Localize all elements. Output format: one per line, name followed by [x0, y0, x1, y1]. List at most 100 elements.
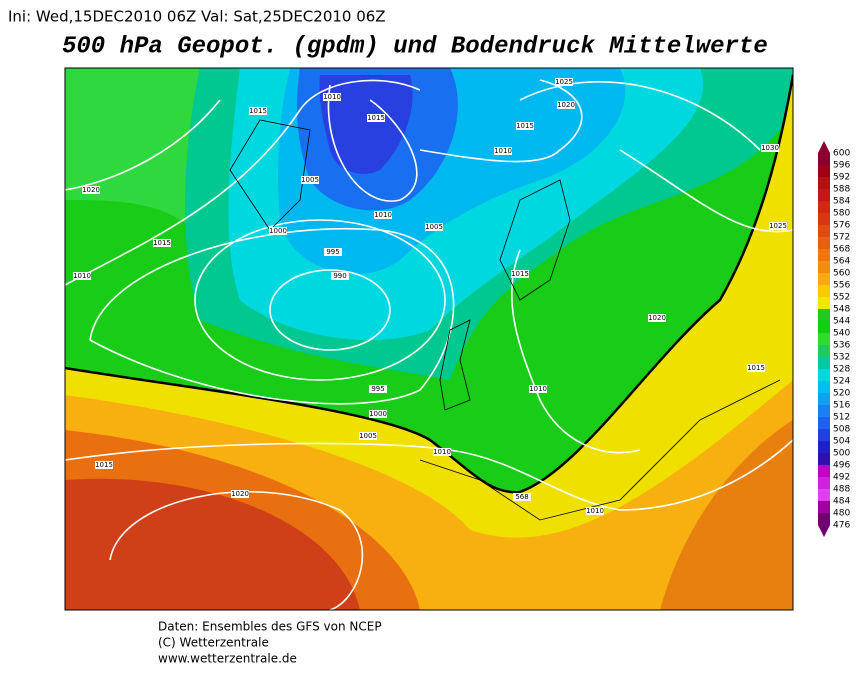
isobar-label: 1020 — [82, 186, 100, 194]
isobar-label-bg — [369, 385, 387, 393]
colorbar-label: 508 — [833, 425, 850, 435]
isobar-label: 1025 — [769, 222, 787, 230]
colorbar-swatch — [818, 225, 830, 237]
isobar-label-bg — [425, 223, 443, 231]
isobar-label: 1005 — [425, 223, 443, 231]
isobar-label-bg — [747, 364, 765, 372]
isobar-label-bg — [586, 507, 604, 515]
colorbar-swatch — [818, 189, 830, 201]
isobar-label: 1005 — [301, 176, 319, 184]
isobar-label: 1010 — [73, 272, 91, 280]
colorbar-swatch — [818, 369, 830, 381]
isobar-label-bg — [494, 147, 512, 155]
colorbar-label: 584 — [833, 197, 850, 207]
colorbar-label: 532 — [833, 353, 850, 363]
isobar-label-bg — [511, 270, 529, 278]
colorbar-label: 544 — [833, 317, 850, 327]
colorbar-swatch — [818, 513, 830, 525]
isobar-label: 1025 — [555, 78, 573, 86]
colorbar-label: 536 — [833, 341, 850, 351]
footer-line: (C) Wetterzentrale — [158, 636, 269, 650]
isobar-label-bg — [82, 186, 100, 194]
colorbar-swatch — [818, 417, 830, 429]
isobar-label: 1015 — [367, 114, 385, 122]
colorbar-label: 512 — [833, 413, 850, 423]
isobar-label-bg — [95, 461, 113, 469]
colorbar-cap — [818, 141, 830, 153]
isobar-label-bg — [516, 122, 534, 130]
isobar-label-bg — [301, 176, 319, 184]
isobar-label-bg — [555, 78, 573, 86]
isobar-label-bg — [323, 93, 341, 101]
colorbar-label: 516 — [833, 401, 850, 411]
colorbar-swatch — [818, 477, 830, 489]
colorbar-swatch — [818, 237, 830, 249]
colorbar-cap — [818, 525, 830, 537]
colorbar-swatch — [818, 273, 830, 285]
isobar-label: 1000 — [369, 410, 387, 418]
isobar-label-bg — [557, 101, 575, 109]
colorbar-label: 524 — [833, 377, 850, 387]
isobar-label-bg — [529, 385, 547, 393]
colorbar-swatch — [818, 453, 830, 465]
isobar-label-bg — [153, 239, 171, 247]
isobar-label-bg — [367, 114, 385, 122]
colorbar-label: 556 — [833, 281, 850, 291]
colorbar-swatch — [818, 489, 830, 501]
colorbar-swatch — [818, 321, 830, 333]
colorbar-swatch — [818, 309, 830, 321]
colorbar-label: 504 — [833, 437, 850, 447]
isobar-label-bg — [761, 144, 779, 152]
colorbar-swatch — [818, 201, 830, 213]
colorbar-swatch — [818, 441, 830, 453]
isobar-label: 1020 — [648, 314, 666, 322]
isobar-label-bg — [324, 248, 342, 256]
colorbar-label: 572 — [833, 233, 850, 243]
isobar-label: 1030 — [761, 144, 779, 152]
colorbar-swatch — [818, 333, 830, 345]
colorbar-swatch — [818, 345, 830, 357]
colorbar-swatch — [818, 393, 830, 405]
isobar-label-bg — [269, 227, 287, 235]
colorbar-swatch — [818, 381, 830, 393]
isobar-label-bg — [513, 493, 531, 501]
colorbar-label: 528 — [833, 365, 850, 375]
map-title: 500 hPa Geopot. (gpdm) und Bodendruck Mi… — [62, 33, 768, 60]
isobar-label-bg — [231, 490, 249, 498]
colorbar: 600 596 592 588 584 580 576 572 568 564 560 556 552 5… — [818, 141, 850, 537]
colorbar-label: 492 — [833, 473, 850, 483]
isobar-label-bg — [73, 272, 91, 280]
isobar-label-bg — [331, 272, 349, 280]
isobar-label-bg — [769, 222, 787, 230]
colorbar-label: 564 — [833, 257, 850, 267]
colorbar-label: 576 — [833, 221, 850, 231]
footer-line: Daten: Ensembles des GFS von NCEP — [158, 620, 382, 634]
isobar-label-bg — [374, 211, 392, 219]
isobar-label: 1000 — [269, 227, 287, 235]
colorbar-swatch — [818, 249, 830, 261]
isobar-label: 990 — [333, 272, 346, 280]
isobar-label-bg — [433, 448, 451, 456]
colorbar-label: 592 — [833, 173, 850, 183]
colorbar-label: 600 — [833, 149, 850, 159]
run-info: Ini: Wed,15DEC2010 06Z Val: Sat,25DEC201… — [8, 8, 386, 26]
isobar-label: 1015 — [516, 122, 534, 130]
isobar-label: 1010 — [433, 448, 451, 456]
isobar-label: 1015 — [747, 364, 765, 372]
colorbar-label: 560 — [833, 269, 850, 279]
colorbar-label: 596 — [833, 161, 850, 171]
isobar-label: 1010 — [374, 211, 392, 219]
colorbar-label: 496 — [833, 461, 850, 471]
isobar-labels: 1010 1015 1025 1020 1015 1015 1010 1030 1020 1005… — [73, 78, 787, 515]
colorbar-label: 580 — [833, 209, 850, 219]
colorbar-label: 484 — [833, 497, 850, 507]
isobar-label: 1020 — [231, 490, 249, 498]
colorbar-label: 540 — [833, 329, 850, 339]
colorbar-swatch — [818, 177, 830, 189]
isobar-label: 1015 — [249, 107, 267, 115]
isobar-label: 1015 — [153, 239, 171, 247]
isobar-label: 1015 — [511, 270, 529, 278]
colorbar-swatch — [818, 501, 830, 513]
isobar-label: 1015 — [95, 461, 113, 469]
